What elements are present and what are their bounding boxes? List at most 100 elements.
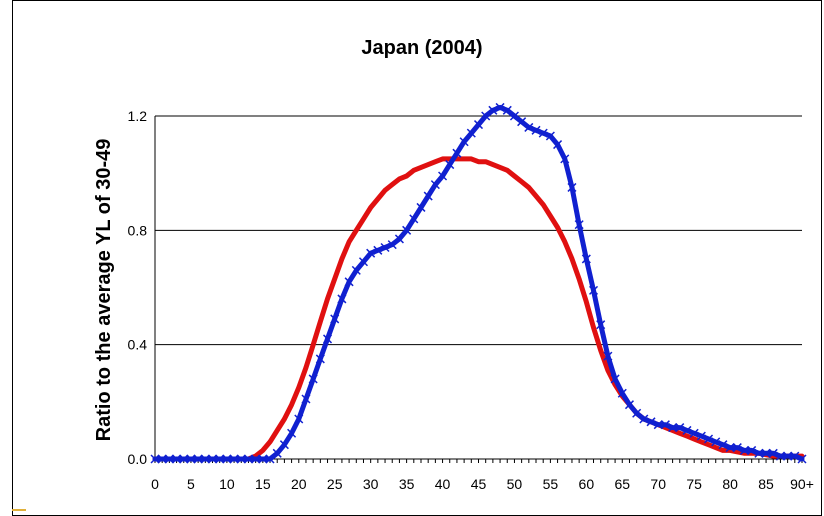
data-point [660, 420, 670, 430]
data-point [797, 454, 807, 464]
marker-stroke [287, 428, 297, 438]
marker-stroke [387, 240, 397, 250]
x-tick-label: 90+ [790, 476, 814, 492]
gridlines [155, 115, 802, 346]
y-tick-label: 0.4 [128, 337, 148, 353]
marker-stroke [711, 437, 721, 447]
data-point [747, 445, 757, 455]
marker-stroke [732, 443, 742, 453]
marker-stroke [646, 417, 656, 427]
data-point [251, 454, 261, 464]
marker-stroke [596, 320, 606, 330]
y-tick-label: 0.0 [128, 451, 148, 467]
marker-stroke [545, 131, 555, 141]
marker-stroke [653, 420, 663, 430]
marker-stroke [675, 423, 685, 433]
data-point [236, 454, 246, 464]
y-tick-label: 0.8 [128, 222, 148, 238]
marker-stroke [768, 448, 778, 458]
marker-stroke [236, 454, 246, 464]
marker-stroke [344, 277, 354, 287]
marker-stroke [409, 214, 419, 224]
data-point [502, 105, 512, 115]
data-point [452, 148, 462, 158]
marker-stroke [172, 454, 182, 464]
data-point [373, 245, 383, 255]
data-point [351, 265, 361, 275]
data-point [279, 440, 289, 450]
marker-stroke [739, 445, 750, 455]
data-point [768, 448, 778, 458]
marker-stroke [524, 122, 534, 132]
data-point [473, 120, 484, 130]
data-point [193, 454, 203, 464]
x-tick-label: 35 [399, 476, 415, 492]
data-point [207, 454, 218, 464]
data-point [754, 448, 764, 458]
data-point [761, 448, 771, 458]
marker-stroke [193, 454, 203, 464]
x-tick-label: 5 [187, 476, 195, 492]
data-point [430, 180, 440, 190]
data-point [653, 420, 663, 430]
data-point [783, 451, 793, 461]
marker-stroke [747, 445, 757, 455]
data-point [272, 448, 282, 458]
marker-stroke [603, 351, 613, 361]
marker-stroke [682, 425, 692, 435]
data-point [524, 122, 534, 132]
data-point [668, 423, 678, 433]
marker-stroke [668, 423, 678, 433]
data-point [330, 314, 340, 324]
data-point [387, 240, 397, 250]
marker-stroke [438, 171, 448, 181]
data-point [689, 428, 699, 438]
marker-stroke [272, 448, 282, 458]
marker-stroke [790, 451, 800, 461]
marker-stroke [358, 257, 369, 267]
marker-stroke [294, 414, 304, 424]
y-tick-label: 1.2 [128, 108, 148, 124]
marker-stroke [488, 105, 498, 115]
x-tick-label: 85 [758, 476, 774, 492]
marker-stroke [459, 137, 469, 147]
marker-stroke [445, 160, 455, 170]
marker-stroke [509, 111, 519, 121]
marker-stroke [775, 451, 785, 461]
data-point [337, 294, 347, 304]
data-point [243, 454, 253, 464]
data-point [624, 400, 634, 410]
data-point [459, 137, 469, 147]
marker-stroke [186, 454, 196, 464]
marker-stroke [689, 428, 699, 438]
marker-stroke [481, 111, 491, 121]
marker-stroke [258, 454, 268, 464]
marker-stroke [402, 225, 412, 235]
data-point [696, 431, 706, 441]
marker-stroke [337, 294, 347, 304]
marker-stroke [301, 394, 311, 404]
line-chart: Japan (2004) Ratio to the average YL of … [12, 0, 822, 516]
data-point [531, 125, 541, 135]
data-point [617, 388, 627, 398]
data-point [344, 277, 354, 287]
x-tick-label: 25 [327, 476, 343, 492]
marker-stroke [308, 374, 318, 384]
data-point [157, 454, 167, 464]
marker-stroke [567, 182, 577, 192]
data-point [739, 445, 750, 455]
axes: 0.0 0.4 0.8 1.2 0 5 10 15 20 25 30 35 40 45 50 55 60 65 70… [128, 108, 814, 492]
data-point [488, 105, 498, 115]
marker-stroke [632, 408, 642, 418]
marker-stroke [251, 454, 261, 464]
data-point [287, 428, 297, 438]
marker-stroke [797, 454, 807, 464]
data-point [380, 242, 390, 253]
marker-stroke [660, 420, 670, 430]
marker-stroke [783, 451, 793, 461]
marker-stroke [725, 443, 735, 453]
data-point [308, 374, 318, 384]
marker-stroke [157, 454, 167, 464]
marker-stroke [560, 154, 570, 164]
data-point [150, 454, 160, 464]
